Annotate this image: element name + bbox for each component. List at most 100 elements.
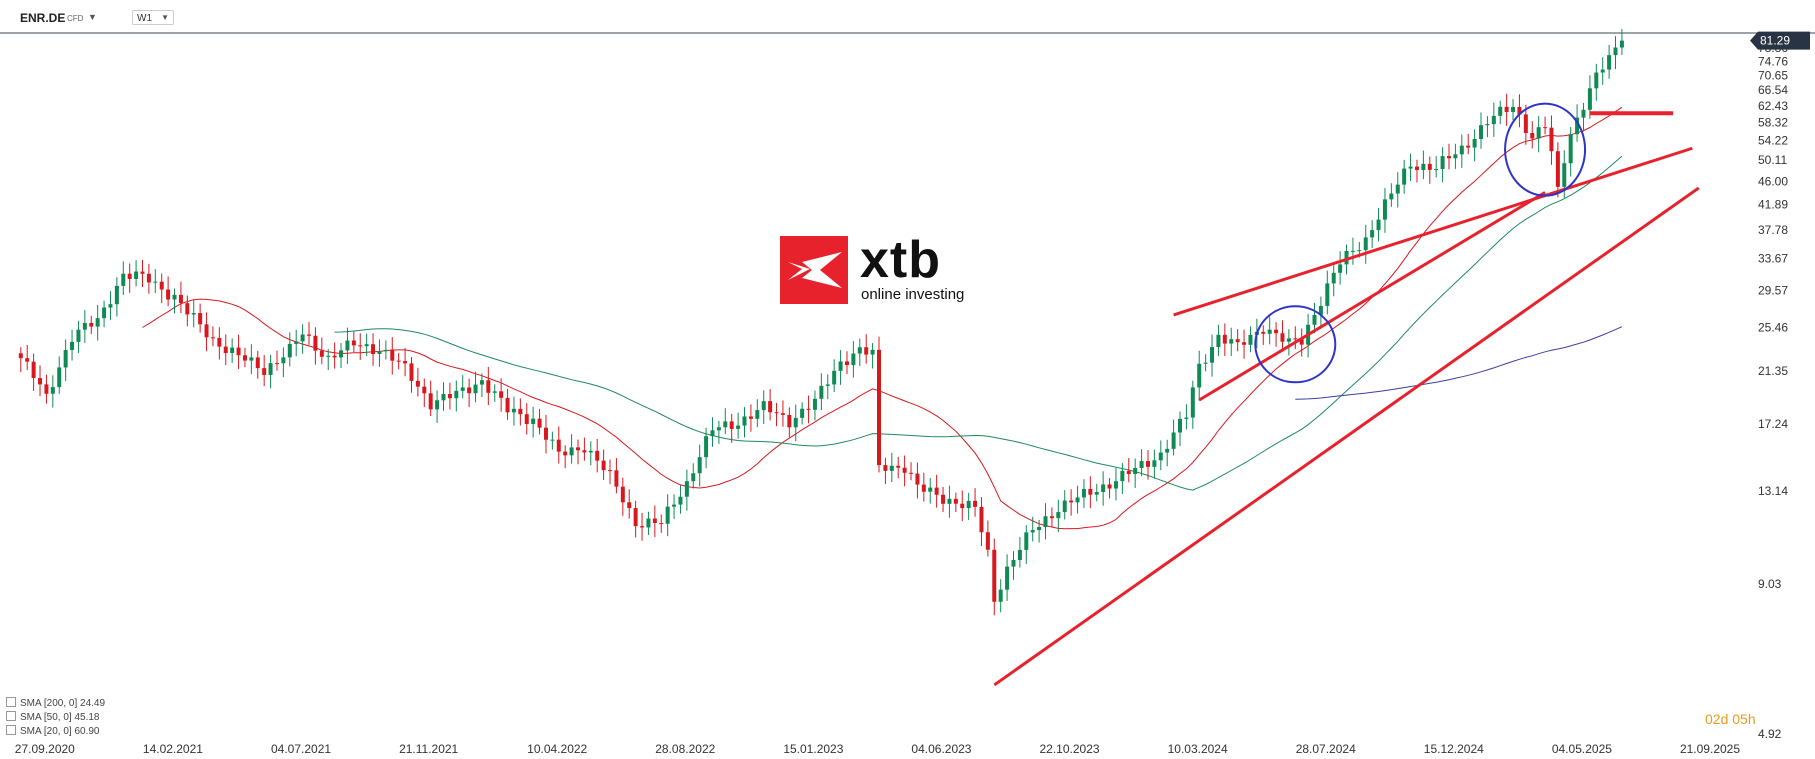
x-tick-label: 04.05.2025	[1552, 742, 1612, 756]
candle-body	[108, 304, 113, 308]
candle-body	[889, 465, 894, 471]
candle-body	[1446, 156, 1451, 159]
candle-body	[1017, 549, 1022, 560]
candle-body	[249, 357, 254, 361]
y-tick-label: 13.14	[1758, 484, 1788, 498]
candle-body	[63, 350, 68, 368]
candle-body	[358, 345, 363, 347]
candle-body	[364, 344, 369, 347]
candle-body	[627, 502, 632, 509]
legend-label: SMA [50, 0] 45.18	[20, 712, 100, 723]
sma200-line	[1295, 326, 1623, 400]
candle-body	[947, 498, 952, 504]
candle-body	[825, 384, 830, 386]
chevron-down-icon: ▼	[161, 13, 169, 22]
candle-body	[864, 347, 869, 355]
candle-body	[1376, 219, 1381, 231]
y-tick-label: 74.76	[1758, 54, 1788, 68]
candle-body	[761, 401, 766, 411]
candle-body	[415, 380, 420, 387]
candle-body	[588, 450, 593, 453]
candle-body	[723, 421, 728, 428]
x-tick-label: 28.07.2024	[1296, 742, 1356, 756]
candle-body	[1434, 168, 1439, 170]
candle-body	[678, 496, 683, 505]
candle-body	[729, 421, 734, 429]
candle-body	[556, 439, 561, 452]
legend-item[interactable]: SMA [200, 0] 24.49	[6, 697, 105, 711]
candle-body	[909, 472, 914, 474]
x-tick-label: 04.07.2021	[271, 742, 331, 756]
candle-body	[1126, 470, 1131, 475]
symbol-selector[interactable]: ENR.DE	[20, 11, 66, 25]
y-tick-label: 70.65	[1758, 68, 1788, 82]
candle-body	[172, 294, 177, 300]
candle-body	[1555, 151, 1560, 187]
y-tick-label: 46.00	[1758, 174, 1788, 188]
candle-body	[319, 350, 324, 357]
timeframe-select[interactable]: W1 ▼	[132, 10, 174, 25]
candle-body	[114, 285, 119, 305]
candle-body	[396, 360, 401, 362]
candle-body	[1382, 199, 1387, 220]
candle-body	[166, 289, 171, 300]
candle-body	[1152, 460, 1157, 467]
candle-body	[146, 273, 151, 283]
candle-body	[1203, 362, 1208, 364]
candle-body	[819, 385, 824, 399]
candle-body	[941, 494, 946, 504]
candle-body	[1113, 481, 1118, 489]
candle-body	[1600, 69, 1605, 73]
candle-body	[1005, 566, 1010, 590]
candle-body	[153, 281, 158, 283]
candle-body	[185, 303, 190, 315]
candle-body	[601, 460, 606, 471]
candle-body	[281, 357, 286, 364]
candle-body	[1472, 139, 1477, 148]
candle-body	[1536, 127, 1541, 139]
candle-body	[640, 526, 645, 528]
legend-item[interactable]: SMA [50, 0] 45.18	[6, 711, 105, 725]
timer-days: 02	[1705, 711, 1721, 727]
chevron-down-icon[interactable]: ▼	[88, 12, 97, 22]
candle-body	[704, 436, 709, 458]
candle-body	[1402, 168, 1407, 185]
y-tick-label: 54.22	[1758, 134, 1788, 148]
candle-body	[985, 532, 990, 550]
sma50-line	[334, 155, 1623, 491]
candle-body	[966, 500, 971, 509]
candle-body	[383, 349, 388, 352]
candle-body	[1575, 117, 1580, 135]
legend-item[interactable]: SMA [20, 0] 60.90	[6, 725, 105, 739]
candle-body	[1049, 516, 1054, 519]
candle-body	[1440, 156, 1445, 169]
candle-body	[1357, 250, 1362, 252]
y-tick-label: 50.11	[1758, 153, 1787, 167]
candle-body	[1081, 488, 1086, 498]
candle-body	[1523, 114, 1528, 133]
candle-body	[1094, 491, 1099, 495]
x-tick-label: 21.09.2025	[1680, 742, 1740, 756]
highlight-circle	[1504, 102, 1587, 197]
y-tick-label: 58.32	[1758, 116, 1788, 130]
candle-body	[1043, 516, 1048, 527]
trendline-lower	[993, 186, 1700, 687]
candle-body	[1619, 40, 1624, 48]
candle-body	[575, 447, 580, 451]
candle-body	[1120, 470, 1125, 482]
indicator-icon	[6, 711, 16, 721]
candle-body	[210, 337, 215, 339]
candle-body	[140, 271, 145, 274]
y-tick-label: 66.54	[1758, 83, 1788, 97]
candle-body	[1280, 333, 1285, 342]
candle-body	[486, 380, 491, 393]
candle-body	[838, 361, 843, 371]
candle-body	[1242, 342, 1247, 345]
candle-body	[44, 384, 49, 394]
candle-body	[1479, 125, 1484, 140]
indicator-legend: SMA [200, 0] 24.49 SMA [50, 0] 45.18 SMA…	[6, 697, 105, 739]
candle-body	[608, 470, 613, 472]
candle-body	[38, 378, 43, 385]
candle-body	[1229, 339, 1234, 344]
